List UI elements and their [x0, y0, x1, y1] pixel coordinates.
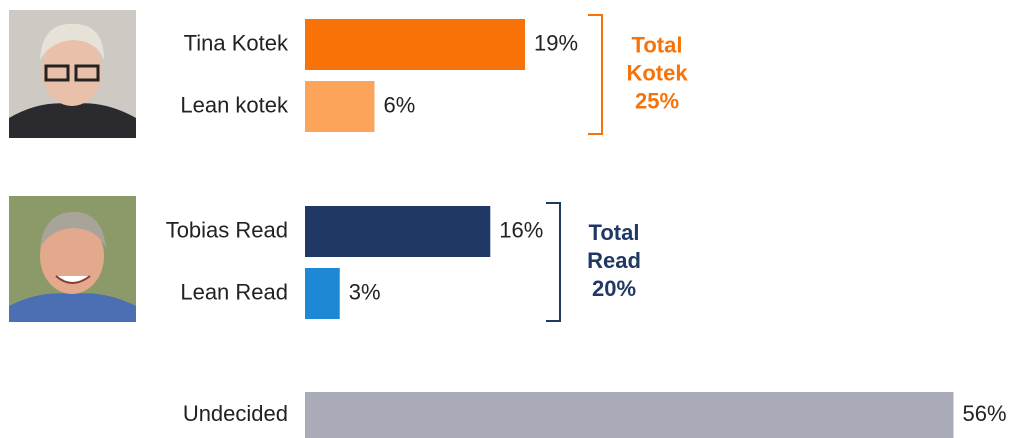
photo-kotek: [9, 10, 136, 138]
group-total: Total: [589, 220, 640, 245]
group-total: 20%: [592, 276, 636, 301]
category-label: Lean kotek: [180, 92, 289, 117]
bracket: [588, 14, 603, 135]
bar: [305, 392, 954, 438]
bar: [305, 206, 491, 257]
bar: [305, 81, 375, 132]
value-label: 56%: [962, 401, 1006, 426]
bracket: [546, 202, 561, 322]
category-label: Tina Kotek: [184, 30, 289, 55]
group-total: Read: [587, 248, 641, 273]
bar: [305, 268, 340, 319]
group-total: 25%: [635, 88, 679, 113]
photo-read: [9, 196, 136, 322]
value-label: 3%: [349, 279, 381, 304]
bar: [305, 19, 526, 70]
category-label: Lean Read: [180, 279, 288, 304]
value-label: 6%: [383, 92, 415, 117]
group-total: Total: [632, 32, 683, 57]
category-label: Undecided: [183, 401, 288, 426]
category-label: Tobias Read: [166, 217, 288, 242]
group-total: Kotek: [626, 60, 688, 85]
value-label: 16%: [499, 217, 543, 242]
value-label: 19%: [534, 30, 578, 55]
